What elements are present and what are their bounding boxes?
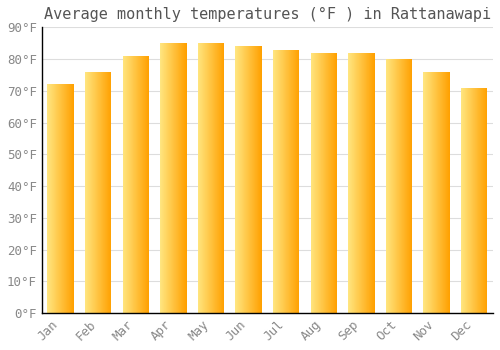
Title: Average monthly temperatures (°F ) in Rattanawapi: Average monthly temperatures (°F ) in Ra… bbox=[44, 7, 491, 22]
